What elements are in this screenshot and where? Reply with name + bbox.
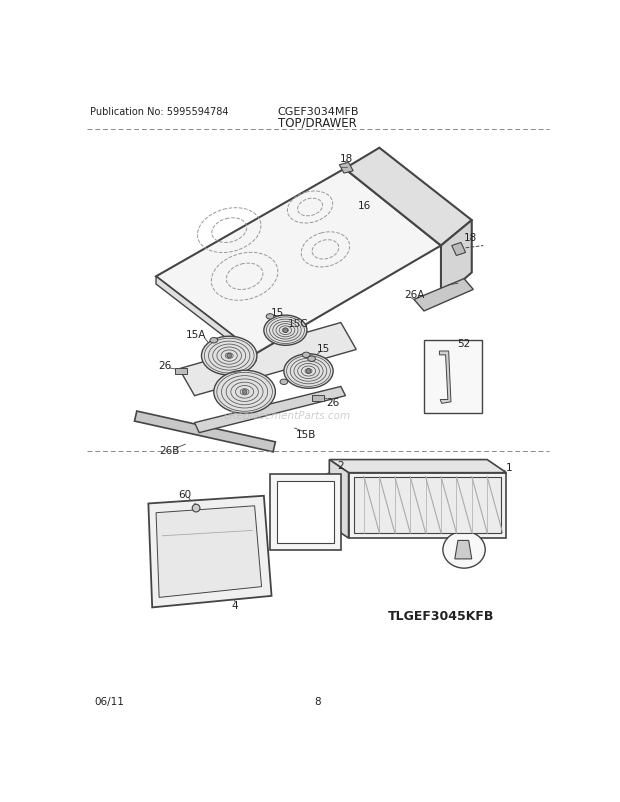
- Ellipse shape: [210, 338, 218, 343]
- Text: 2: 2: [337, 460, 344, 471]
- Text: 18: 18: [340, 153, 353, 164]
- Circle shape: [192, 504, 200, 512]
- Polygon shape: [345, 148, 472, 246]
- Bar: [312, 395, 324, 402]
- Text: 16: 16: [357, 200, 371, 210]
- Ellipse shape: [214, 371, 275, 414]
- Circle shape: [227, 354, 231, 358]
- Polygon shape: [329, 460, 348, 538]
- Polygon shape: [156, 277, 256, 362]
- Circle shape: [242, 390, 247, 395]
- Text: 39: 39: [161, 537, 174, 547]
- Polygon shape: [354, 477, 501, 533]
- Text: 18: 18: [464, 233, 477, 243]
- Polygon shape: [329, 460, 507, 473]
- Ellipse shape: [308, 357, 316, 362]
- Polygon shape: [156, 169, 441, 354]
- Ellipse shape: [284, 354, 333, 389]
- Text: 15C: 15C: [288, 318, 309, 328]
- Polygon shape: [452, 243, 466, 256]
- Text: 15: 15: [271, 308, 285, 318]
- Text: 1: 1: [505, 463, 512, 472]
- Text: 15A: 15A: [186, 330, 206, 339]
- Polygon shape: [414, 279, 473, 311]
- Text: 26A: 26A: [404, 290, 424, 300]
- Text: TLGEF3045KFB: TLGEF3045KFB: [388, 609, 494, 622]
- Polygon shape: [455, 541, 472, 559]
- Text: CGEF3034MFB: CGEF3034MFB: [277, 107, 358, 116]
- Text: 7: 7: [459, 539, 466, 549]
- Ellipse shape: [202, 337, 257, 375]
- Text: TOP/DRAWER: TOP/DRAWER: [278, 116, 357, 130]
- Text: 26B: 26B: [160, 445, 180, 455]
- Text: 8: 8: [314, 695, 321, 706]
- Text: 4: 4: [231, 601, 238, 610]
- Text: Publication No: 5995594784: Publication No: 5995594784: [90, 107, 228, 116]
- Ellipse shape: [303, 353, 310, 358]
- Text: eReplacementParts.com: eReplacementParts.com: [223, 411, 350, 420]
- Polygon shape: [148, 496, 272, 608]
- Polygon shape: [441, 221, 472, 300]
- Polygon shape: [270, 475, 341, 550]
- Bar: [175, 368, 187, 375]
- Text: 52: 52: [458, 339, 471, 349]
- Ellipse shape: [443, 532, 485, 569]
- Bar: [424, 341, 482, 414]
- Circle shape: [283, 329, 288, 333]
- Text: 26: 26: [159, 360, 172, 371]
- Circle shape: [306, 369, 311, 374]
- Text: 26: 26: [327, 397, 340, 407]
- Text: 06/11: 06/11: [94, 695, 125, 706]
- Text: 60: 60: [178, 489, 191, 500]
- Polygon shape: [135, 411, 275, 452]
- Ellipse shape: [266, 314, 274, 320]
- Text: 15: 15: [317, 343, 330, 354]
- Polygon shape: [179, 323, 356, 396]
- Polygon shape: [156, 506, 262, 597]
- Ellipse shape: [264, 316, 307, 346]
- Polygon shape: [348, 473, 507, 538]
- Polygon shape: [339, 163, 353, 174]
- Polygon shape: [440, 351, 451, 404]
- Ellipse shape: [280, 379, 288, 385]
- Text: 15B: 15B: [296, 430, 316, 439]
- Polygon shape: [195, 387, 345, 433]
- Polygon shape: [277, 481, 334, 543]
